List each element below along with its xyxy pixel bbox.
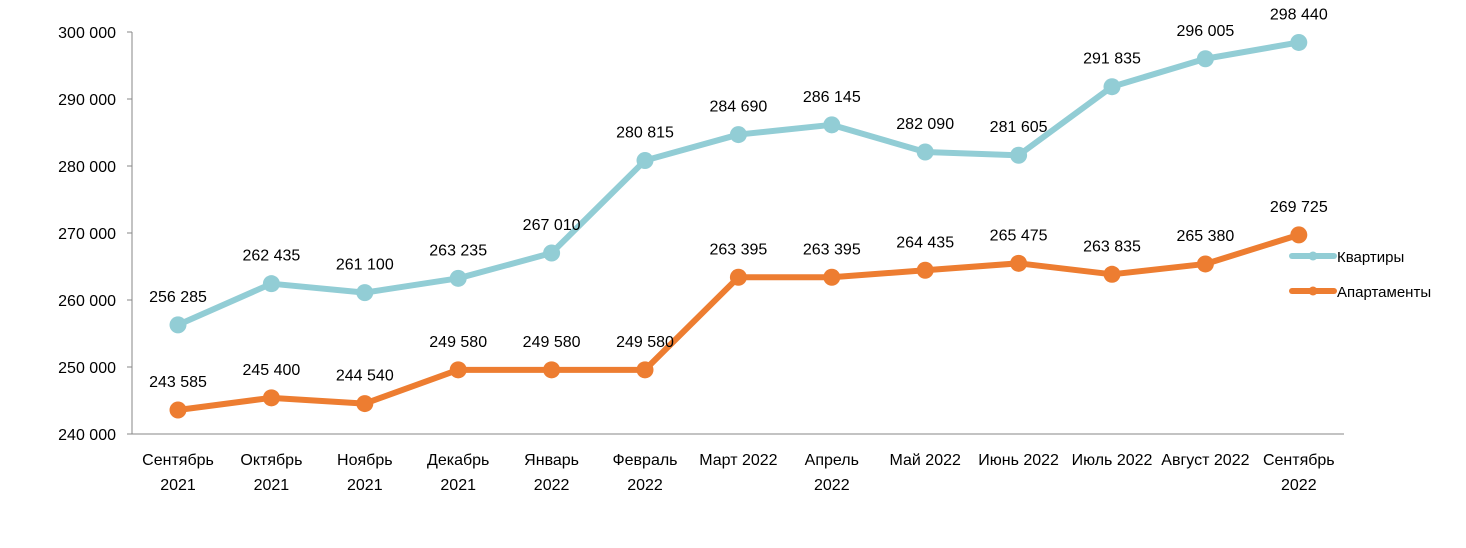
y-tick-label: 280 000 [58,159,116,176]
x-tick-label: Январь 2022 [524,452,579,494]
y-axis-ticks: 240 000 250 000 260 000 270 000 280 000 290 0… [58,25,132,444]
y-tick-label: 240 000 [58,427,116,444]
data-point [262,275,280,293]
legend-label: Квартиры [1337,249,1404,266]
data-point [636,361,654,379]
data-labels: 256 285 262 435 261 100 263 235 267 010 280 8… [149,6,1328,391]
data-point [1103,265,1121,283]
y-tick-label: 270 000 [58,226,116,243]
data-label: 263 395 [803,241,861,258]
data-label: 263 835 [1083,238,1141,255]
data-point [1103,78,1121,96]
x-tick-label: Февраль 2022 [612,452,677,494]
x-axis-ticks: Сентябрь 2021 Октябрь 2021 Ноябрь 2021 Декабрь… [142,452,1334,494]
data-label: 249 580 [616,334,674,351]
axes [131,32,1344,435]
data-label: 263 235 [429,242,487,259]
data-point [1196,255,1214,273]
data-label: 264 435 [896,234,954,251]
data-point [1196,50,1214,68]
data-label: 256 285 [149,289,207,306]
legend-swatch-marker [1308,251,1318,261]
x-tick-label: Сентябрь 2021 [142,452,214,494]
legend: Квартиры Апартаменты [1289,249,1431,301]
x-tick-label: Ноябрь 2021 [337,452,393,494]
x-tick-label: Май 2022 [890,452,961,469]
data-point [1290,33,1308,51]
data-point [1290,226,1308,244]
data-point [823,116,841,134]
data-point [729,126,747,144]
x-tick-label: Август 2022 [1161,452,1249,469]
data-label: 245 400 [242,362,300,379]
legend-label: Апартаменты [1337,284,1431,301]
data-label: 249 580 [523,334,581,351]
y-tick-label: 290 000 [58,92,116,109]
y-tick-label: 260 000 [58,293,116,310]
data-point [823,268,841,286]
data-label: 244 540 [336,368,394,385]
data-label: 249 580 [429,334,487,351]
data-label: 280 815 [616,125,674,142]
data-label: 296 005 [1176,23,1234,40]
data-point [262,389,280,407]
x-tick-label: Апрель 2022 [805,452,859,494]
series-group [169,33,1308,419]
x-tick-label: Октябрь 2021 [240,452,302,494]
data-label: 262 435 [242,248,300,265]
data-point [916,261,934,279]
data-label: 265 475 [990,227,1048,244]
data-point [169,316,187,334]
data-label: 261 100 [336,257,394,274]
data-point [449,269,467,287]
data-label: 286 145 [803,89,861,106]
data-point [1010,254,1028,272]
legend-swatch-marker [1308,286,1318,296]
data-label: 267 010 [523,217,581,234]
x-tick-label: Сентябрь 2022 [1263,452,1335,494]
x-tick-label: Март 2022 [699,452,777,469]
x-tick-label: Июль 2022 [1072,452,1153,469]
data-label: 263 395 [709,241,767,258]
data-point [356,284,374,302]
data-point [636,152,654,170]
data-point [729,268,747,286]
data-label: 282 090 [896,116,954,133]
y-tick-label: 300 000 [58,25,116,42]
data-label: 298 440 [1270,6,1328,23]
y-tick-label: 250 000 [58,360,116,377]
x-tick-label: Декабрь 2021 [427,452,489,494]
data-point [1010,146,1028,164]
data-point [169,401,187,419]
data-label: 291 835 [1083,51,1141,68]
x-tick-label: Июнь 2022 [978,452,1059,469]
data-point [449,361,467,379]
data-point [543,244,561,262]
data-label: 269 725 [1270,199,1328,216]
data-point [543,361,561,379]
data-point [356,395,374,413]
data-label: 281 605 [990,119,1048,136]
data-point [916,143,934,161]
data-label: 243 585 [149,374,207,391]
data-label: 265 380 [1176,228,1234,245]
data-label: 284 690 [709,99,767,116]
